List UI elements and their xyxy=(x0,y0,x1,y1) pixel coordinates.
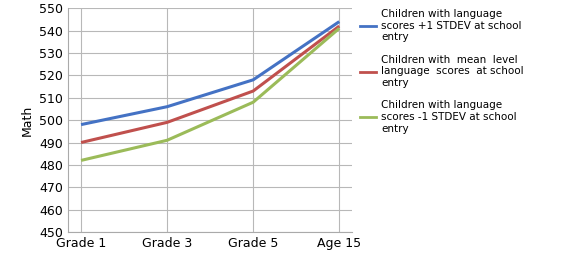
Legend: Children with language
scores +1 STDEV at school
entry, Children with  mean  lev: Children with language scores +1 STDEV a… xyxy=(360,9,524,133)
Y-axis label: Math: Math xyxy=(21,105,34,136)
